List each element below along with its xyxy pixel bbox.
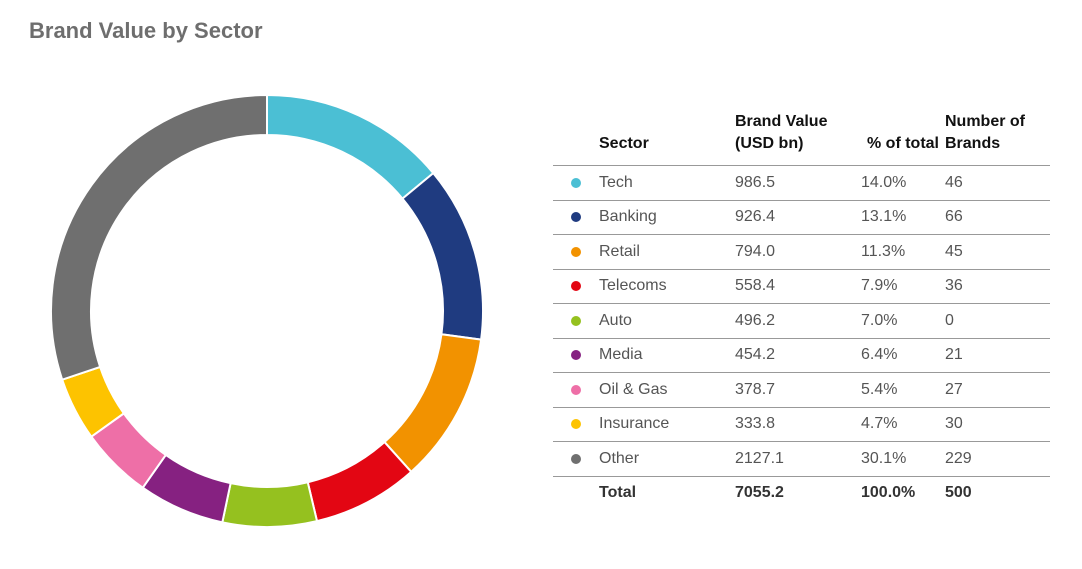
total-swatch-cell bbox=[553, 476, 599, 510]
swatch-cell bbox=[553, 234, 599, 270]
brand-count: 45 bbox=[945, 234, 1050, 270]
legend-dot-icon bbox=[571, 281, 581, 292]
swatch-cell bbox=[553, 269, 599, 304]
pct-total: 5.4% bbox=[861, 372, 945, 408]
brand-count: 21 bbox=[945, 338, 1050, 373]
brand-value: 794.0 bbox=[735, 234, 861, 270]
swatch-cell bbox=[553, 165, 599, 201]
total-value: 7055.2 bbox=[735, 484, 784, 502]
chart-title: Brand Value by Sector bbox=[29, 18, 263, 43]
brand-count: 46 bbox=[945, 165, 1050, 201]
sector-name: Auto bbox=[599, 303, 735, 339]
donut-slice-retail bbox=[383, 333, 483, 474]
table-row: Telecoms 558.4 7.9% 36 bbox=[553, 269, 1050, 304]
brand-value: 378.7 bbox=[735, 372, 861, 408]
total-pct: 100.0% bbox=[861, 484, 916, 502]
total-label: Total bbox=[599, 484, 637, 502]
donut-slice-banking bbox=[401, 171, 484, 341]
sector-name: Oil & Gas bbox=[599, 372, 735, 408]
table-row: Auto 496.2 7.0% 0 bbox=[553, 303, 1050, 339]
swatch-cell bbox=[553, 441, 599, 477]
table-row: Media 454.2 6.4% 21 bbox=[553, 338, 1050, 373]
pct-total: 11.3% bbox=[861, 234, 945, 270]
brand-value: 496.2 bbox=[735, 303, 861, 339]
swatch-cell bbox=[553, 372, 599, 408]
swatch-cell bbox=[553, 303, 599, 339]
sector-name: Banking bbox=[599, 200, 735, 235]
legend-dot-icon bbox=[571, 453, 581, 464]
pct-total: 4.7% bbox=[861, 407, 945, 442]
donut-chart bbox=[50, 93, 484, 528]
legend-dot-icon bbox=[571, 212, 581, 223]
total-count: 500 bbox=[945, 484, 972, 502]
total-row: Total 7055.2 100.0% 500 bbox=[553, 476, 1050, 510]
pct-total: 7.0% bbox=[861, 303, 945, 339]
header-number-of-brands: Number of Brands bbox=[945, 111, 1050, 166]
brand-value: 558.4 bbox=[735, 269, 861, 304]
brand-value: 333.8 bbox=[735, 407, 861, 442]
header-swatch bbox=[553, 111, 599, 166]
legend-dot-icon bbox=[571, 177, 581, 188]
swatch-cell bbox=[553, 338, 599, 373]
brand-count: 66 bbox=[945, 200, 1050, 235]
legend-dot-icon bbox=[571, 384, 581, 395]
donut-slice-telecoms bbox=[306, 440, 413, 523]
swatch-cell bbox=[553, 200, 599, 235]
table-row: Oil & Gas 378.7 5.4% 27 bbox=[553, 372, 1050, 408]
pct-total: 30.1% bbox=[861, 441, 945, 477]
sector-name: Media bbox=[599, 338, 735, 373]
donut-slice-other bbox=[50, 93, 268, 381]
pct-total: 14.0% bbox=[861, 165, 945, 201]
brand-count: 36 bbox=[945, 269, 1050, 304]
donut-slice-tech bbox=[266, 93, 435, 201]
legend-dot-icon bbox=[571, 419, 581, 430]
pct-total: 6.4% bbox=[861, 338, 945, 373]
brand-value: 926.4 bbox=[735, 200, 861, 235]
table-row: Tech 986.5 14.0% 46 bbox=[553, 165, 1050, 201]
brand-value: 986.5 bbox=[735, 165, 861, 201]
legend-dot-icon bbox=[571, 315, 581, 326]
pct-total: 7.9% bbox=[861, 269, 945, 304]
table-body: Tech 986.5 14.0% 46 Banking 926.4 13.1% 66 Retai… bbox=[553, 165, 1050, 477]
swatch-cell bbox=[553, 407, 599, 442]
brand-value: 454.2 bbox=[735, 338, 861, 373]
table-row: Retail 794.0 11.3% 45 bbox=[553, 234, 1050, 270]
sector-table: Sector Brand Value (USD bn) % of total N… bbox=[553, 111, 1050, 510]
sector-name: Telecoms bbox=[599, 269, 735, 304]
brand-count: 30 bbox=[945, 407, 1050, 442]
brand-count: 0 bbox=[945, 303, 1050, 339]
header-brand-value: Brand Value (USD bn) bbox=[735, 111, 861, 166]
donut-slice-auto bbox=[221, 481, 319, 528]
brand-count: 27 bbox=[945, 372, 1050, 408]
sector-name: Tech bbox=[599, 165, 735, 201]
brand-count: 229 bbox=[945, 441, 1050, 477]
table-row: Banking 926.4 13.1% 66 bbox=[553, 200, 1050, 235]
header-sector: Sector bbox=[599, 111, 735, 166]
pct-total: 13.1% bbox=[861, 200, 945, 235]
table-header-row: Sector Brand Value (USD bn) % of total N… bbox=[553, 111, 1050, 166]
table-row: Other 2127.1 30.1% 229 bbox=[553, 441, 1050, 477]
legend-dot-icon bbox=[571, 246, 581, 257]
table-row: Insurance 333.8 4.7% 30 bbox=[553, 407, 1050, 442]
brand-value: 2127.1 bbox=[735, 441, 861, 477]
sector-name: Other bbox=[599, 441, 735, 477]
legend-dot-icon bbox=[571, 350, 581, 361]
sector-name: Retail bbox=[599, 234, 735, 270]
sector-name: Insurance bbox=[599, 407, 735, 442]
header-pct-total: % of total bbox=[861, 111, 945, 166]
